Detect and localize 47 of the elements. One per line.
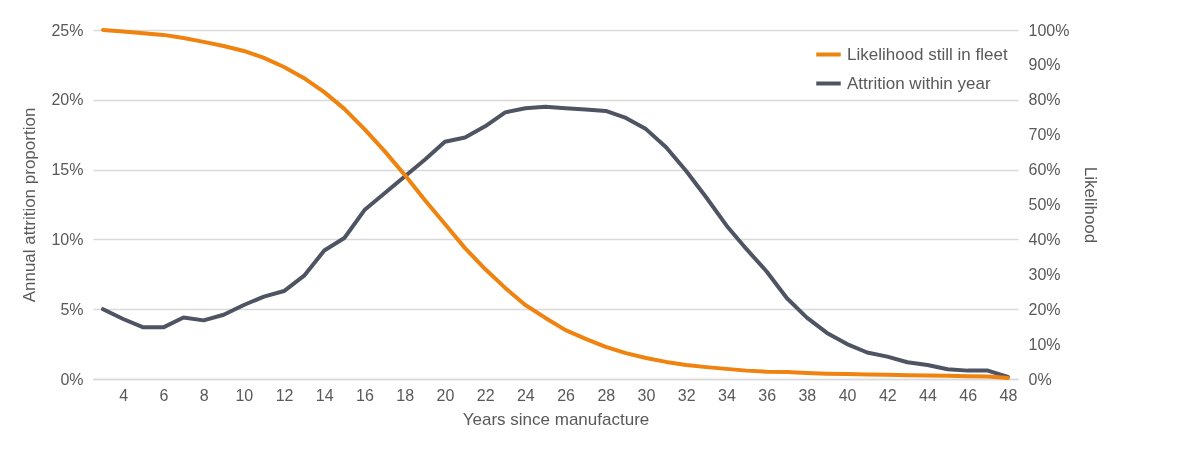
y-tick-label: 5% [60, 300, 84, 318]
y2-tick-label: 80% [1028, 91, 1061, 109]
x-tick-label: 22 [476, 386, 495, 404]
y2-tick-label: 60% [1028, 161, 1061, 179]
x-tick-label: 18 [396, 386, 415, 404]
y-tick-label: 10% [51, 230, 84, 248]
y2-tick-label: 20% [1028, 300, 1061, 318]
x-tick-label: 4 [119, 386, 129, 404]
line-series [101, 28, 1010, 380]
x-tick-label: 40 [838, 386, 857, 404]
x-tick-label: 10 [235, 386, 254, 404]
x-tick-label: 30 [637, 386, 656, 404]
x-tick-label: 44 [919, 386, 938, 404]
legend-label: Attrition within year [847, 73, 991, 93]
y2-tick-label: 0% [1028, 370, 1052, 388]
x-tick-label: 38 [798, 386, 817, 404]
y2-axis-title: Likelihood [1081, 166, 1101, 244]
x-tick-label: 26 [557, 386, 576, 404]
x-tick-label: 8 [199, 386, 209, 404]
x-tick-label: 36 [758, 386, 777, 404]
y2-tick-label: 70% [1028, 126, 1061, 144]
x-tick-label: 6 [159, 386, 169, 404]
y2-tick-label: 90% [1028, 56, 1061, 74]
y-tick-label: 0% [60, 370, 84, 388]
x-tick-label: 16 [356, 386, 374, 404]
y2-tick-label: 50% [1028, 196, 1061, 213]
y2-tick-label: 10% [1028, 335, 1061, 353]
y-axis-title: Annual attrition proportion [20, 107, 40, 303]
y-tick-label: 20% [51, 91, 84, 109]
y2-tick-label: 30% [1028, 265, 1061, 283]
legend-label: Likelihood still in fleet [847, 44, 1008, 64]
x-tick-label: 24 [516, 386, 535, 404]
x-tick-label: 12 [275, 386, 294, 404]
x-tick-label: 46 [959, 386, 978, 404]
x-tick-label: 48 [999, 386, 1018, 404]
y-tick-label: 15% [51, 161, 84, 179]
x-tick-label: 32 [677, 386, 696, 404]
y2-tick-label: 100% [1028, 21, 1070, 39]
x-tick-label: 20 [436, 386, 455, 404]
x-axis-title: Years since manufacture [462, 409, 650, 429]
x-tick-label: 28 [597, 386, 616, 404]
y-tick-label: 25% [51, 21, 84, 39]
x-tick-label: 42 [878, 386, 897, 404]
x-tick-label: 14 [315, 386, 334, 404]
line-series [101, 104, 1010, 379]
x-tick-label: 34 [718, 386, 736, 404]
y2-tick-label: 40% [1028, 230, 1061, 248]
